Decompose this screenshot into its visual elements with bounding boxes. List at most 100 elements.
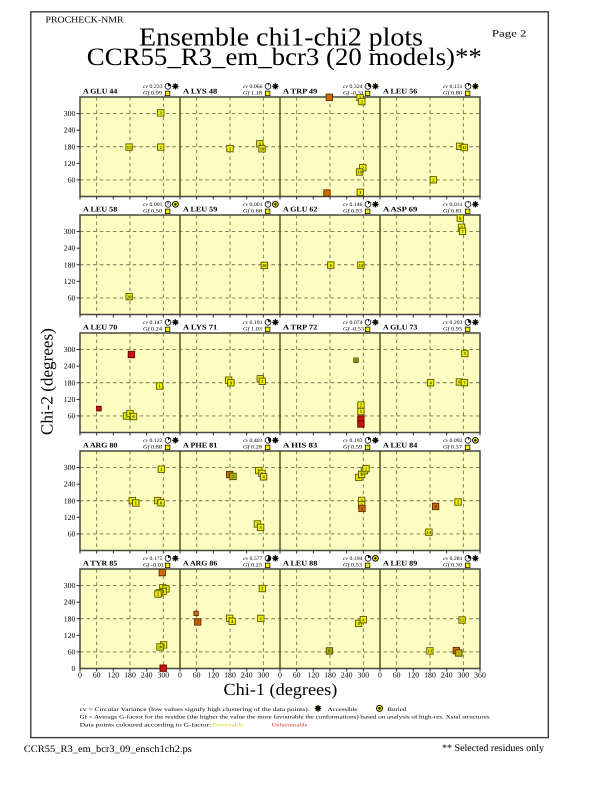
- svg-text:120: 120: [64, 395, 76, 404]
- svg-text:300: 300: [64, 463, 76, 472]
- svg-text:300: 300: [64, 581, 76, 590]
- svg-text:2: 2: [157, 592, 160, 597]
- svg-text:0: 0: [378, 671, 382, 680]
- svg-text:0: 0: [78, 671, 82, 680]
- svg-text:1: 1: [232, 474, 235, 479]
- svg-text:Gf 0.37: Gf 0.37: [443, 445, 462, 451]
- svg-text:7: 7: [463, 380, 466, 385]
- svg-text:Gf 0.53: Gf 0.53: [343, 563, 362, 569]
- svg-text:cv 0.175: cv 0.175: [143, 556, 163, 562]
- svg-text:6: 6: [328, 649, 331, 654]
- svg-text:Gf -0.31: Gf -0.31: [343, 91, 364, 97]
- svg-text:1: 1: [229, 146, 232, 151]
- svg-text:2: 2: [261, 586, 264, 591]
- svg-text:PROCHECK-NMR: PROCHECK-NMR: [46, 14, 124, 24]
- svg-text:14: 14: [427, 530, 432, 535]
- svg-text:A LEU 70: A LEU 70: [83, 324, 118, 332]
- svg-text:Favourable: Favourable: [212, 723, 244, 729]
- svg-text:9: 9: [259, 142, 262, 147]
- svg-text:Gf -0.01: Gf -0.01: [143, 563, 164, 569]
- svg-text:240: 240: [341, 671, 353, 680]
- svg-text:cv 0.403: cv 0.403: [243, 438, 263, 444]
- svg-text:2: 2: [360, 403, 363, 408]
- svg-text:60: 60: [393, 671, 401, 680]
- svg-text:Gf 1.18: Gf 1.18: [243, 91, 262, 97]
- svg-text:1: 1: [160, 467, 163, 472]
- svg-text:4: 4: [434, 504, 437, 509]
- svg-text:180: 180: [64, 142, 76, 151]
- svg-text:14: 14: [359, 263, 364, 268]
- svg-text:A TRP 49: A TRP 49: [283, 88, 318, 96]
- svg-text:A TYR 85: A TYR 85: [83, 560, 118, 568]
- svg-text:20: 20: [262, 263, 267, 268]
- svg-text:360: 360: [474, 671, 486, 680]
- svg-text:Gf = Average G-factor for the: Gf = Average G-factor for the residue (t…: [80, 715, 490, 721]
- svg-text:120: 120: [307, 671, 319, 680]
- svg-text:3: 3: [464, 351, 467, 356]
- svg-text:10: 10: [158, 645, 163, 650]
- svg-text:Gf 0.30: Gf 0.30: [443, 563, 462, 569]
- svg-text:A LYS 48: A LYS 48: [183, 88, 218, 96]
- svg-text:4: 4: [360, 472, 363, 477]
- svg-text:Chi-1 (degrees): Chi-1 (degrees): [224, 680, 338, 699]
- svg-text:Gf 0.68: Gf 0.68: [243, 209, 262, 215]
- svg-text:3: 3: [360, 498, 363, 503]
- svg-text:20: 20: [127, 294, 132, 299]
- svg-text:Gf 0.59: Gf 0.59: [343, 445, 362, 451]
- svg-text:cv 0.191: cv 0.191: [243, 320, 263, 326]
- svg-text:180: 180: [64, 614, 76, 623]
- svg-text:180: 180: [224, 671, 236, 680]
- svg-text:4: 4: [262, 475, 265, 480]
- svg-text:cv 0.193: cv 0.193: [343, 438, 363, 444]
- svg-text:7: 7: [461, 229, 464, 234]
- svg-text:4: 4: [429, 380, 432, 385]
- svg-text:CCR55_R3_em_bcr3_09_ensch1ch2.: CCR55_R3_em_bcr3_09_ensch1ch2.ps: [24, 744, 192, 755]
- svg-text:Chi-2 (degrees): Chi-2 (degrees): [38, 328, 57, 435]
- svg-text:Gf -0.53: Gf -0.53: [343, 327, 364, 333]
- svg-text:3: 3: [259, 525, 262, 530]
- svg-text:300: 300: [64, 109, 76, 118]
- svg-text:cv 0.031: cv 0.031: [443, 202, 463, 208]
- svg-text:240: 240: [241, 671, 253, 680]
- svg-text:cv 0.001: cv 0.001: [143, 202, 163, 208]
- svg-text:Unfavourable: Unfavourable: [272, 723, 309, 729]
- svg-text:1: 1: [361, 506, 364, 511]
- svg-text:2: 2: [197, 620, 200, 625]
- svg-text:cv 0.577: cv 0.577: [243, 556, 263, 562]
- svg-text:6: 6: [132, 414, 135, 419]
- svg-text:240: 240: [64, 362, 76, 371]
- svg-text:cv 0.001: cv 0.001: [243, 202, 263, 208]
- svg-text:15: 15: [127, 145, 132, 150]
- svg-text:Gf 0.93: Gf 0.93: [343, 209, 362, 215]
- svg-text:240: 240: [441, 671, 453, 680]
- svg-text:120: 120: [64, 277, 76, 286]
- svg-text:240: 240: [64, 244, 76, 253]
- svg-text:Gf 1.03: Gf 1.03: [243, 327, 262, 333]
- svg-text:Gf 0.28: Gf 0.28: [243, 445, 262, 451]
- svg-text:180: 180: [424, 671, 436, 680]
- svg-text:Gf 0.99: Gf 0.99: [143, 91, 162, 97]
- svg-text:60: 60: [93, 671, 101, 680]
- svg-text:CCR55_R3_em_bcr3 (20 models)**: CCR55_R3_em_bcr3 (20 models)**: [87, 44, 482, 71]
- svg-text:2: 2: [160, 145, 163, 150]
- svg-text:120: 120: [64, 631, 76, 640]
- svg-text:1: 1: [135, 501, 138, 506]
- svg-text:9: 9: [458, 144, 461, 149]
- svg-text:cv = Circular Variance (low va: cv = Circular Variance (low values signi…: [80, 707, 310, 713]
- svg-text:60: 60: [68, 647, 76, 656]
- svg-text:300: 300: [64, 345, 76, 354]
- svg-text:8: 8: [162, 643, 165, 648]
- svg-text:11: 11: [462, 145, 467, 150]
- svg-text:Ensemble chi1-chi2 plots: Ensemble chi1-chi2 plots: [139, 23, 423, 52]
- svg-text:cv 0.147: cv 0.147: [143, 320, 163, 326]
- svg-text:Data points coloured according: Data points coloured according to G-fact…: [80, 723, 212, 729]
- svg-text:1: 1: [355, 358, 358, 363]
- svg-text:A LEU 88: A LEU 88: [283, 560, 318, 568]
- svg-text:2: 2: [359, 95, 362, 100]
- svg-text:1: 1: [260, 616, 263, 621]
- svg-text:A ASP 69: A ASP 69: [383, 206, 418, 214]
- svg-text:120: 120: [207, 671, 219, 680]
- svg-text:Gf 0.25: Gf 0.25: [243, 563, 262, 569]
- svg-text:4: 4: [162, 589, 165, 594]
- svg-text:cv 0.122: cv 0.122: [143, 438, 163, 444]
